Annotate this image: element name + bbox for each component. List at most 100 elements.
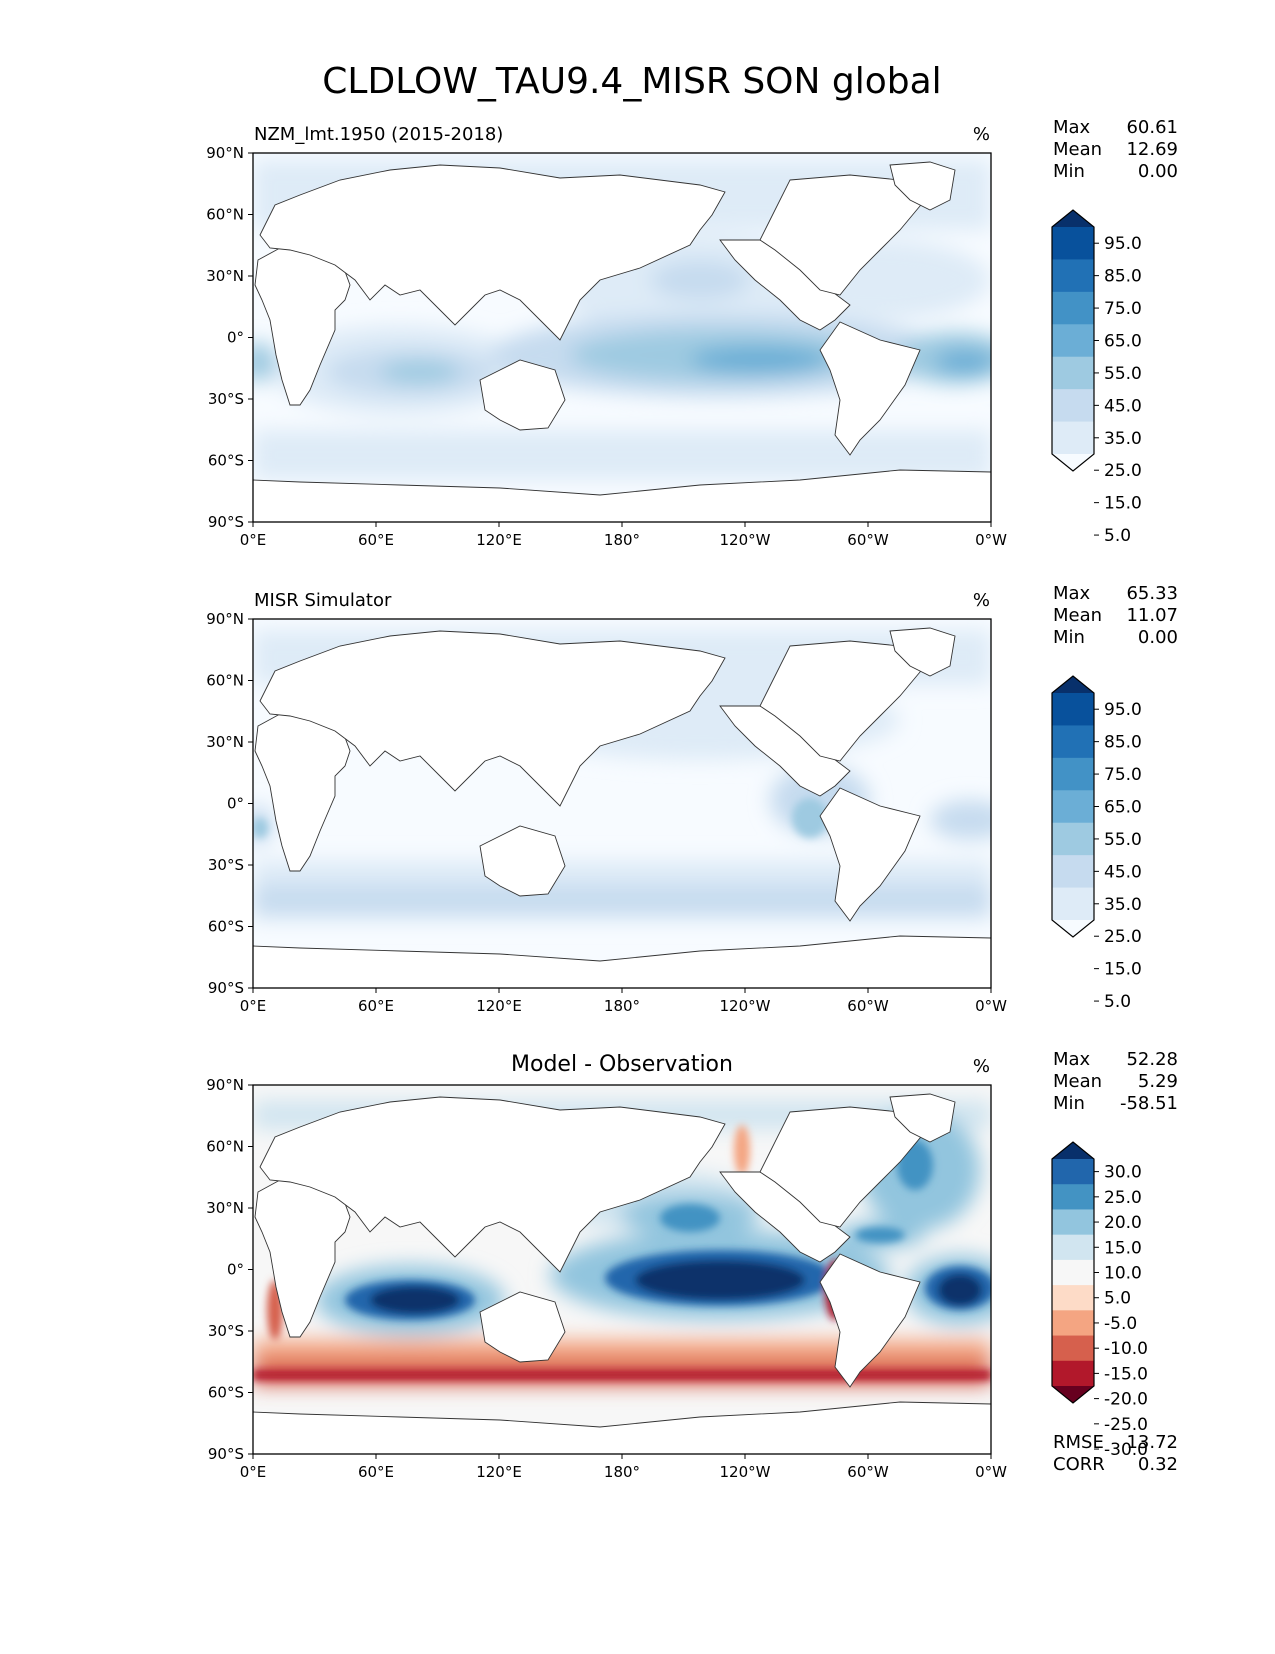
stats-observation: Max 65.33 Mean 11.07 Min 0.00 [1053, 583, 1178, 648]
lon-tick-label: 0°E [240, 1463, 267, 1481]
stat-label: Mean [1053, 1071, 1102, 1092]
colorbar-segment [1052, 1209, 1094, 1236]
lat-tick-label: 60°N [206, 672, 244, 690]
colorbar-level-label: 95.0 [1104, 700, 1142, 720]
lon-tick-label: 0°E [240, 531, 267, 549]
colorbar-level-label: 95.0 [1104, 234, 1142, 254]
colorbar-level-label: 15.0 [1104, 1238, 1142, 1258]
stat-label: Max [1053, 1049, 1091, 1070]
lat-tick-label: 60°S [208, 918, 244, 936]
colorbar-level-label: 85.0 [1104, 267, 1142, 287]
colorbar-extend-top [1052, 1142, 1094, 1159]
colorbar-extend-bottom [1052, 454, 1094, 471]
colorbar-level-label: 25.0 [1104, 927, 1142, 947]
stat-value: 12.69 [1126, 139, 1178, 160]
colorbar-segment [1052, 227, 1094, 260]
colorbar-segment [1052, 259, 1094, 293]
colorbar-level-label: -5.0 [1104, 1314, 1137, 1334]
colorbar-level-label: 65.0 [1104, 798, 1142, 818]
colorbar-level-label: -15.0 [1104, 1364, 1148, 1384]
colorbar-outline [1051, 209, 1095, 472]
lat-tick-label: 0° [227, 795, 244, 813]
colorbar-segment [1052, 790, 1094, 824]
lon-tick-label: 120°W [720, 1463, 771, 1481]
colorbar-model: 95.0 85.0 75.0 65.0 55.0 45.0 35.0 25.0 15.0 5.0 [1051, 209, 1142, 546]
colorbar-segment [1052, 1335, 1094, 1362]
lon-tick-label: 180° [604, 531, 640, 549]
stat-value: 5.29 [1138, 1071, 1178, 1092]
lon-tick-label: 120°E [476, 1463, 522, 1481]
colorbar-segment [1052, 1159, 1094, 1185]
lat-tick-label: 0° [227, 1261, 244, 1279]
colorbar-extend-bottom [1052, 1386, 1094, 1403]
stat-label: Max [1053, 117, 1091, 138]
stat-label: Mean [1053, 139, 1102, 160]
colorbar-level-label: 65.0 [1104, 332, 1142, 352]
colorbar-segment [1052, 757, 1094, 791]
lon-tick-label: 120°E [476, 531, 522, 549]
land [253, 627, 991, 988]
colorbar-segment [1052, 1360, 1094, 1387]
lon-tick-label: 60°E [358, 997, 394, 1015]
stat-value: 11.07 [1126, 605, 1178, 626]
panel-observation: MISR Simulator % 90°N60°N30°N0°30°S60°S9… [206, 583, 1178, 1015]
colorbar-level-label: 15.0 [1104, 960, 1142, 980]
colorbar-segment [1052, 855, 1094, 889]
lat-tick-label: 90°N [206, 610, 244, 628]
lat-tick-label: 30°N [206, 733, 244, 751]
lat-tick-label: 90°N [206, 144, 244, 162]
colorbar-level-label: -30.0 [1104, 1440, 1148, 1460]
lon-tick-label: 0°W [975, 997, 1007, 1015]
colorbar-segment [1052, 324, 1094, 358]
panel-model: NZM_lmt.1950 (2015-2018) % 90°N 60°N 30°N 0… [206, 117, 1178, 549]
colorbar-segment [1052, 356, 1094, 390]
lat-tick-label: 0° [227, 329, 244, 347]
colorbar-level-label: 5.0 [1104, 526, 1131, 546]
panel-title-difference: Model - Observation [511, 1052, 733, 1077]
colorbar-level-label: -10.0 [1104, 1339, 1148, 1359]
colorbar-level-label: 5.0 [1104, 992, 1131, 1012]
lon-tick-label: 120°E [476, 997, 522, 1015]
colorbar-level-label: 25.0 [1104, 461, 1142, 481]
colorbar-level-label: 25.0 [1104, 1188, 1142, 1208]
panel-units-observation: % [973, 590, 990, 611]
axes-observation: 90°N 60°N 30°N 0° 30°S 60°S 90°S0°E 60°E 120°E 18… [206, 610, 1007, 1015]
lon-tick-label: 0°W [975, 531, 1007, 549]
colorbar-segment [1052, 693, 1094, 726]
metric-label: RMSE [1053, 1432, 1104, 1453]
lon-tick-label: 60°W [847, 1463, 889, 1481]
panel-units-difference: % [973, 1056, 990, 1077]
colorbar-level-label: 45.0 [1104, 862, 1142, 882]
panel-difference: Model - Observation % 90°N 60°N 30°N 0° 30°S… [206, 1049, 1178, 1481]
colorbar-segment [1052, 887, 1094, 921]
colorbar-level-label: 15.0 [1104, 494, 1142, 514]
lat-tick-label: 30°S [208, 856, 244, 874]
colorbar-level-label: 75.0 [1104, 299, 1142, 319]
land [253, 1093, 991, 1454]
lat-tick-label: 90°S [208, 979, 244, 997]
stat-value: 65.33 [1126, 583, 1178, 604]
lat-tick-label: 30°S [208, 390, 244, 408]
lon-tick-label: 180° [604, 1463, 640, 1481]
lat-tick-label: 60°S [208, 1384, 244, 1402]
map-field-model [253, 153, 991, 522]
stat-value: 0.00 [1138, 627, 1178, 648]
colorbar-level-label: 85.0 [1104, 733, 1142, 753]
stat-value: -58.51 [1120, 1093, 1178, 1114]
colorbar-level-label: -20.0 [1104, 1390, 1148, 1410]
colorbar-observation: 95.0 85.0 75.0 65.0 55.0 45.0 35.0 25.0 15.0 5.0 [1051, 675, 1142, 1012]
metric-value: 13.72 [1126, 1432, 1178, 1453]
colorbar-segment [1052, 291, 1094, 325]
colorbar-segment [1052, 1184, 1094, 1210]
colorbar-level-label: 5.0 [1104, 1289, 1131, 1309]
colorbar-outline [1051, 675, 1095, 938]
colorbar-level-label: -25.0 [1104, 1415, 1148, 1435]
stat-label: Min [1053, 161, 1085, 182]
lon-tick-label: 120°W [720, 997, 771, 1015]
lat-tick-label: 30°N [206, 1199, 244, 1217]
map-field-observation [253, 619, 991, 988]
colorbar-level-label: 10.0 [1104, 1264, 1142, 1284]
colorbar-level-label: 30.0 [1104, 1163, 1142, 1183]
metric-value: 0.32 [1138, 1454, 1178, 1475]
